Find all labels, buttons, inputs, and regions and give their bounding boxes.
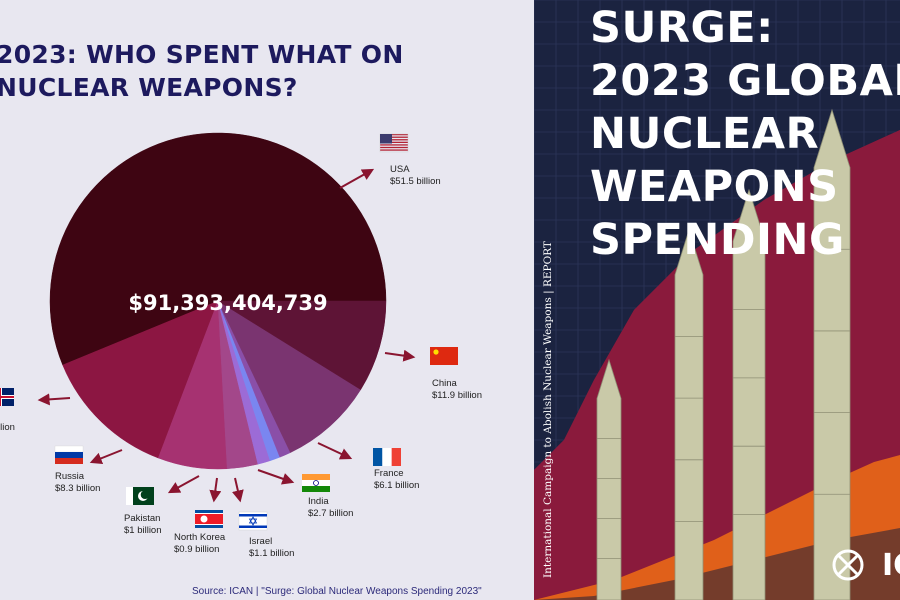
country-label-pakistan: Pakistan xyxy=(124,513,160,524)
chart-title-line-2: NUCLEAR WEAPONS? xyxy=(0,73,298,102)
missile-shape xyxy=(732,188,766,600)
spine-text: International Campaign to Abolish Nuclea… xyxy=(542,241,554,578)
cover-dark-base xyxy=(534,528,900,600)
value-label-india: $2.7 billion xyxy=(308,508,353,519)
cover-crimson-area xyxy=(534,130,900,600)
country-label-israel: Israel xyxy=(249,536,272,547)
value-label-russia: $8.3 billion xyxy=(55,483,100,494)
callout-arrow-uk xyxy=(37,393,71,406)
pie-slice-usa xyxy=(49,132,387,366)
chart-title: 2023: WHO SPENT WHAT ON NUCLEAR WEAPONS? xyxy=(0,38,404,104)
value-label-israel: $1.1 billion xyxy=(249,548,294,559)
value-label-usa: $51.5 billion xyxy=(390,176,441,187)
missile-shape xyxy=(596,358,622,600)
ican-logo-icon xyxy=(832,549,864,581)
pie-slice-uk xyxy=(217,300,387,390)
country-label-russia: Russia xyxy=(55,471,85,482)
flag-israel-icon xyxy=(238,511,268,531)
missile-shape xyxy=(813,108,851,600)
pie-slice-russia xyxy=(217,300,362,453)
flag-russia-icon xyxy=(54,445,84,464)
flag-pakistan-icon xyxy=(126,487,154,505)
flag-uk-icon xyxy=(0,388,14,406)
country-label-france: France xyxy=(374,468,404,479)
callout-arrow-russia xyxy=(89,449,123,465)
callout-arrow-pakistan xyxy=(167,475,200,494)
cover-grid-region xyxy=(534,0,900,470)
cover-title-line-4: WEAPONS xyxy=(590,162,839,212)
ican-logo-text: ICAN xyxy=(882,548,900,583)
cover-title: SURGE: 2023 GLOBAL NUCLEAR WEAPONS SPEND… xyxy=(590,2,900,267)
country-label-china: China xyxy=(432,378,458,389)
report-cover: SURGE: 2023 GLOBAL NUCLEAR WEAPONS SPEND… xyxy=(534,0,900,600)
cover-title-line-3: NUCLEAR xyxy=(590,109,820,159)
cover-title-line-1: SURGE: xyxy=(590,3,774,53)
value-label-china: $11.9 billion xyxy=(432,390,482,401)
cover-title-line-2: 2023 GLOBAL xyxy=(590,56,900,106)
total-spending-label: $91,393,404,739 xyxy=(128,291,327,315)
callout-arrow-israel xyxy=(232,477,244,503)
country-label-usa: USA xyxy=(390,164,410,175)
chart-title-line-1: 2023: WHO SPENT WHAT ON xyxy=(0,40,404,69)
uk-value-fragment: llion xyxy=(0,422,15,433)
chart-panel: 2023: WHO SPENT WHAT ON NUCLEAR WEAPONS?… xyxy=(0,38,483,597)
pie-slice-china xyxy=(62,300,219,459)
cover-artwork xyxy=(534,0,900,600)
source-note: Source: ICAN | "Surge: Global Nuclear We… xyxy=(192,586,482,597)
country-label-india: India xyxy=(308,496,329,507)
flag-usa-icon xyxy=(379,133,409,153)
callout-arrow-india xyxy=(257,469,295,485)
flag-france-icon xyxy=(373,448,401,466)
flag-china-icon xyxy=(430,347,458,365)
value-label-france: $6.1 billion xyxy=(374,480,419,491)
callout-arrow-north-korea xyxy=(209,477,222,503)
flag-india-icon xyxy=(302,474,330,492)
callout-arrow-china xyxy=(384,349,416,362)
callout-arrow-france xyxy=(317,442,353,460)
missile-shape xyxy=(674,228,704,600)
callout-arrow-usa xyxy=(339,168,375,189)
value-label-north-korea: $0.9 billion xyxy=(174,544,219,555)
flag-north-korea-icon xyxy=(195,510,223,528)
cover-title-line-5: SPENDING xyxy=(590,215,845,265)
value-label-pakistan: $1 billion xyxy=(124,525,162,536)
country-label-north-korea: North Korea xyxy=(174,532,226,543)
pie-chart: USA$51.5 billion China$11.9 billion France… xyxy=(0,132,482,559)
